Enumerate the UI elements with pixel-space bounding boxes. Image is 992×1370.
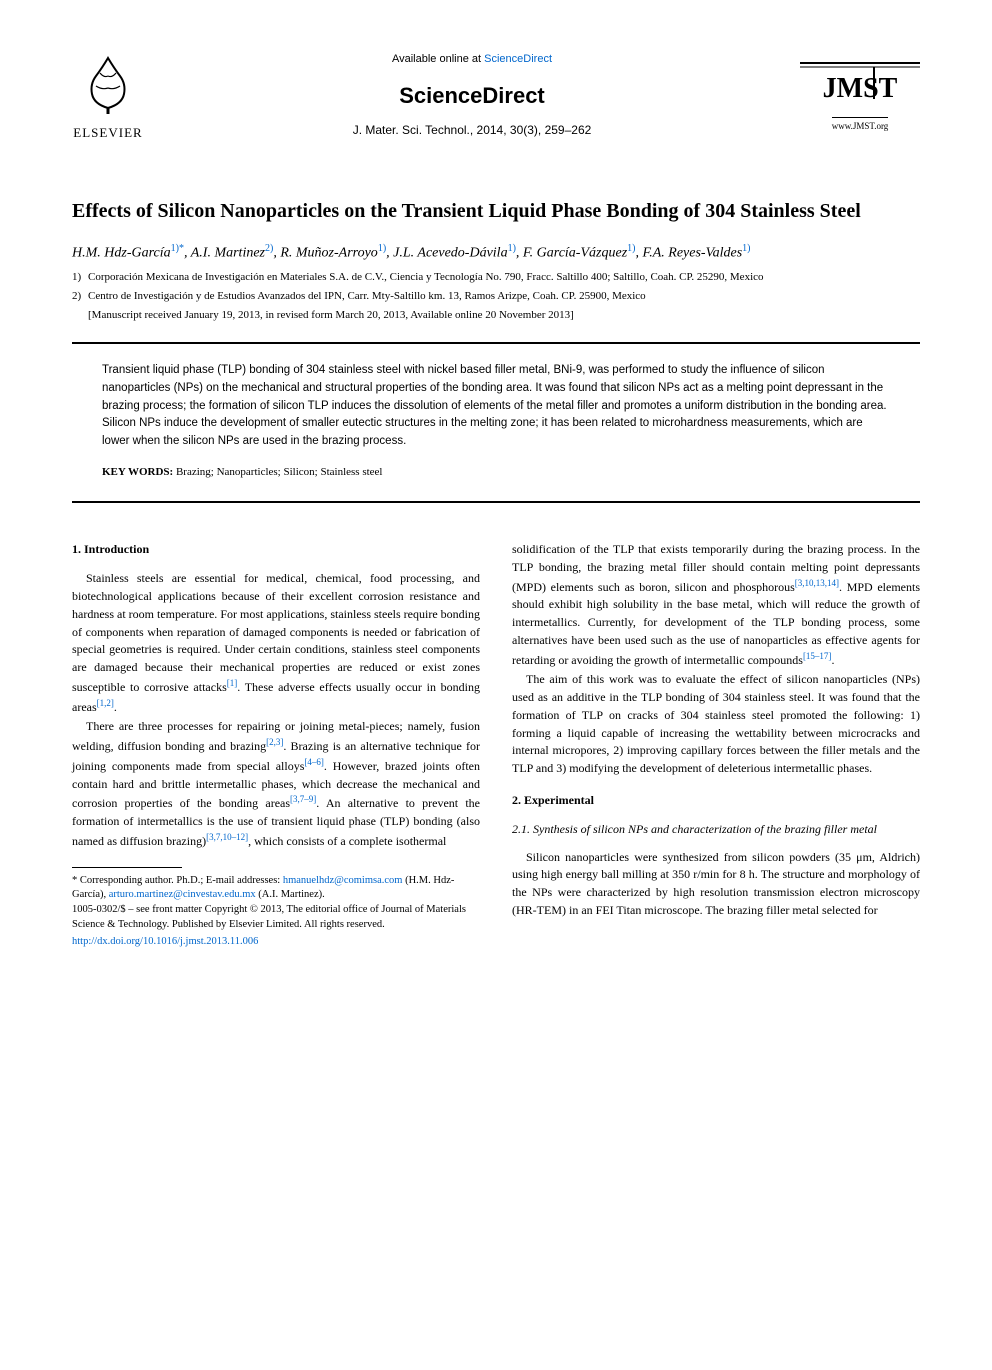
intro-para-2: There are three processes for repairing … bbox=[72, 718, 480, 850]
journal-citation: J. Mater. Sci. Technol., 2014, 30(3), 25… bbox=[168, 122, 776, 139]
abstract-box: Transient liquid phase (TLP) bonding of … bbox=[72, 342, 920, 503]
author-affil-sup[interactable]: 1) bbox=[627, 243, 635, 254]
jmst-logo-block: JMST www.JMST.org bbox=[800, 57, 920, 133]
available-prefix: Available online at bbox=[392, 53, 484, 65]
right-column: solidification of the TLP that exists te… bbox=[512, 541, 920, 950]
abstract-text: Transient liquid phase (TLP) bonding of … bbox=[102, 362, 890, 451]
copyright-footnote: 1005-0302/$ – see front matter Copyright… bbox=[72, 903, 480, 932]
available-online-line: Available online at ScienceDirect bbox=[168, 52, 776, 68]
keywords-values: Brazing; Nanoparticles; Silicon; Stainle… bbox=[176, 466, 383, 478]
email-link[interactable]: arturo.martinez@cinvestav.edu.mx bbox=[109, 889, 256, 900]
intro-para-1: Stainless steels are essential for medic… bbox=[72, 570, 480, 716]
elsevier-tree-icon bbox=[72, 48, 144, 120]
keywords-line: KEY WORDS: Brazing; Nanoparticles; Silic… bbox=[102, 465, 890, 481]
ref-link[interactable]: [3,7–9] bbox=[290, 794, 316, 804]
subsection-2-1: 2.1. Synthesis of silicon NPs and charac… bbox=[512, 821, 920, 838]
section-2-head: 2. Experimental bbox=[512, 792, 920, 809]
affiliation-line: 1)Corporación Mexicana de Investigación … bbox=[72, 270, 920, 286]
manuscript-dates: [Manuscript received January 19, 2013, i… bbox=[88, 308, 920, 324]
col2-para-1: solidification of the TLP that exists te… bbox=[512, 541, 920, 669]
keywords-label: KEY WORDS: bbox=[102, 466, 176, 478]
author-affil-sup[interactable]: 1) bbox=[378, 243, 386, 254]
paper-header: ELSEVIER Available online at ScienceDire… bbox=[72, 48, 920, 143]
footnote-rule bbox=[72, 867, 182, 868]
ref-link[interactable]: [3,10,13,14] bbox=[795, 578, 839, 588]
paper-title: Effects of Silicon Nanoparticles on the … bbox=[72, 195, 920, 227]
author-affil-sup[interactable]: 2) bbox=[265, 243, 273, 254]
elsevier-logo-block: ELSEVIER bbox=[72, 48, 144, 143]
email-link[interactable]: hmanuelhdz@comimsa.com bbox=[283, 875, 403, 886]
authors-line: H.M. Hdz-García1)*, A.I. Martinez2), R. … bbox=[72, 241, 920, 264]
svg-text:JMST: JMST bbox=[823, 73, 898, 104]
ref-link[interactable]: [1,2] bbox=[97, 698, 114, 708]
left-column: 1. Introduction Stainless steels are ess… bbox=[72, 541, 480, 950]
exp-para-1: Silicon nanoparticles were synthesized f… bbox=[512, 849, 920, 920]
doi-link[interactable]: http://dx.doi.org/10.1016/j.jmst.2013.11… bbox=[72, 934, 480, 949]
header-center: Available online at ScienceDirect Scienc… bbox=[168, 52, 776, 139]
elsevier-label: ELSEVIER bbox=[73, 124, 142, 143]
sciencedirect-brand: ScienceDirect bbox=[168, 80, 776, 112]
jmst-logo-icon: JMST bbox=[800, 57, 920, 113]
author-affil-sup[interactable]: 1) bbox=[508, 243, 516, 254]
ref-link[interactable]: [15–17] bbox=[803, 651, 832, 661]
ref-link[interactable]: [4–6] bbox=[304, 757, 324, 767]
col2-para-2: The aim of this work was to evaluate the… bbox=[512, 671, 920, 778]
ref-link[interactable]: [1] bbox=[227, 678, 238, 688]
section-1-head: 1. Introduction bbox=[72, 541, 480, 558]
ref-link[interactable]: [2,3] bbox=[266, 737, 283, 747]
affiliation-line: 2)Centro de Investigación y de Estudios … bbox=[72, 289, 920, 305]
author-affil-sup[interactable]: 1) bbox=[742, 243, 750, 254]
sciencedirect-link[interactable]: ScienceDirect bbox=[484, 53, 552, 65]
ref-link[interactable]: [3,7,10–12] bbox=[206, 832, 248, 842]
jmst-url[interactable]: www.JMST.org bbox=[832, 117, 889, 133]
author-affil-sup[interactable]: 1)* bbox=[171, 243, 184, 254]
body-columns: 1. Introduction Stainless steels are ess… bbox=[72, 541, 920, 950]
corresponding-author-footnote: * Corresponding author. Ph.D.; E-mail ad… bbox=[72, 874, 480, 903]
